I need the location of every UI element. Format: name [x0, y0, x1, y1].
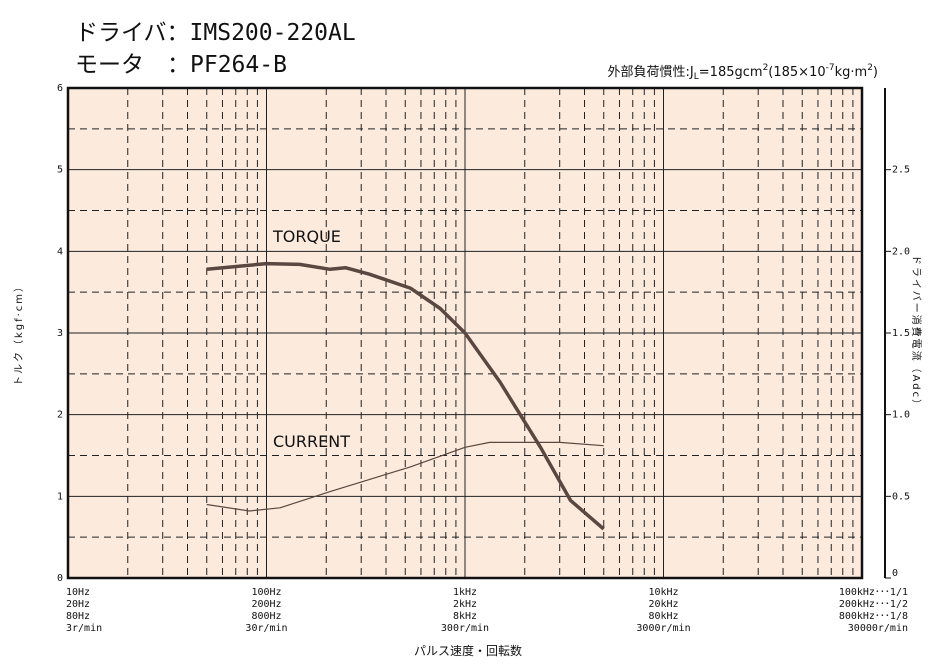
x-axis-label: パルス速度・回転数	[414, 643, 522, 658]
plot-frame	[66, 86, 864, 580]
x-tick-label: 3000r/min	[636, 623, 690, 634]
y-tick-label: 4	[57, 246, 63, 257]
y2-tick-label: 2.5	[892, 165, 910, 176]
x-tick-label: 30r/min	[245, 623, 287, 634]
y-tick-label: 5	[57, 165, 63, 176]
x-tick-label: 80kHz	[648, 611, 678, 622]
x-tick-label: 20kHz	[648, 599, 678, 610]
x-tick-label: 1kHz	[453, 587, 477, 598]
series-line	[206, 441, 604, 512]
y-axis-label: トルク（kgf·cm）	[13, 280, 25, 386]
series-label: CURRENT	[273, 432, 350, 451]
x-tick-label: 80Hz	[66, 611, 90, 622]
motor-title: モータ ：PF264-B	[75, 52, 287, 78]
x-tick-label: 20Hz	[66, 599, 90, 610]
x-tick-label: 200kHz･･･1/2	[839, 599, 908, 610]
annotation-part: 外部負荷慣性:J	[608, 64, 694, 80]
y2-tick-label: 0.5	[892, 491, 910, 502]
series-line	[206, 261, 605, 531]
y2-tick-label: 1.5	[892, 328, 910, 339]
annotation-part: (185×10	[768, 65, 825, 80]
y2-tick-label: 0	[892, 568, 898, 579]
x-tick-label: 800kHz･･･1/8	[839, 611, 908, 622]
annotation-part: L	[694, 72, 699, 82]
annotation-part: 2	[867, 63, 873, 73]
x-tick-label: 10Hz	[66, 587, 90, 598]
x-tick-label: 800Hz	[251, 611, 281, 622]
annotation-part: kg·m	[835, 65, 868, 80]
x-tick-label: 2kHz	[453, 599, 477, 610]
series-label: TORQUE	[272, 227, 341, 246]
x-tick-label: 30000r/min	[848, 623, 908, 634]
y-tick-label: 0	[57, 573, 63, 584]
x-tick-label: 100Hz	[251, 587, 281, 598]
annotation: 外部負荷慣性:JL=185gcm2(185×10-7kg·m2)	[608, 63, 878, 82]
annotation-part: 2	[763, 63, 769, 73]
x-tick-label: 100kHz･･･1/1	[839, 587, 908, 598]
driver-title: ドライバ：IMS200-220AL	[75, 20, 356, 46]
annotation-part: =185gcm	[699, 65, 763, 80]
annotation-part: )	[873, 65, 878, 80]
y2-tick-label: 1.0	[892, 410, 910, 421]
x-tick-label: 300r/min	[441, 623, 489, 634]
y2-tick-label: 2.0	[892, 246, 910, 257]
y2-axis-label: ドライバー消費電流（Adc）	[910, 255, 923, 411]
annotation-part: -7	[826, 63, 835, 73]
x-tick-label: 10kHz	[648, 587, 678, 598]
y-tick-label: 1	[57, 491, 63, 502]
x-tick-label: 3r/min	[66, 623, 102, 634]
x-tick-label: 200Hz	[251, 599, 281, 610]
y-tick-label: 2	[57, 410, 63, 421]
x-tick-label: 8kHz	[453, 611, 477, 622]
y-tick-label: 3	[57, 328, 63, 339]
y-tick-label: 6	[57, 83, 63, 94]
